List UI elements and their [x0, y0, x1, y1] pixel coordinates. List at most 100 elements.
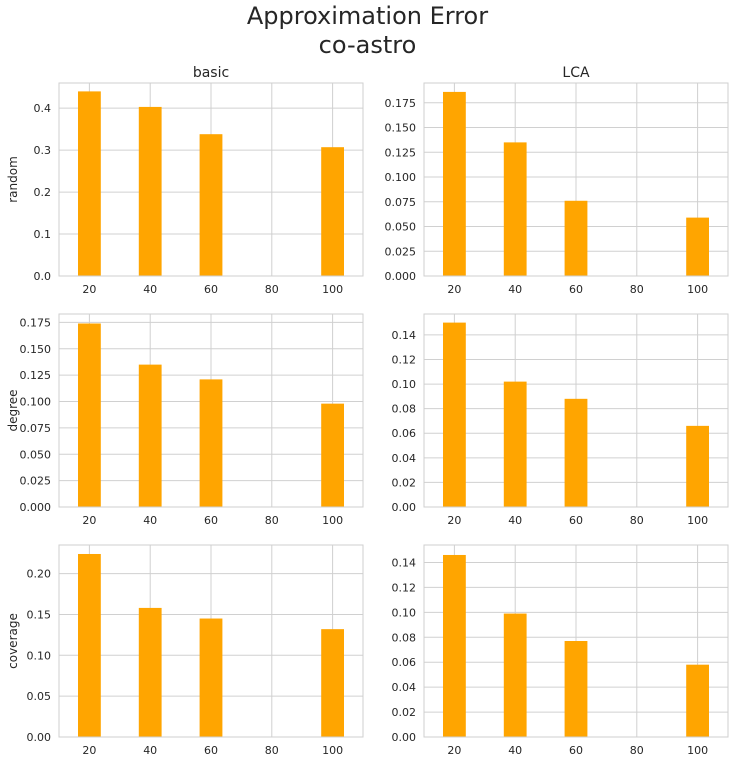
bar-random-basic-20	[78, 91, 101, 277]
x-tick-label: 20	[447, 514, 461, 527]
x-tick-label: 40	[508, 744, 522, 757]
x-tick-label: 80	[265, 283, 279, 296]
y-tick-label: 0.10	[27, 649, 52, 662]
y-tick-label: 0.000	[385, 270, 417, 283]
bar-random-basic-100	[321, 147, 344, 276]
y-tick-label: 0.06	[392, 656, 417, 669]
panel-coverage-lca: 0.00 0.02 0.04 0.06 0.08 0.10 0.12 0.14 20 40 60 80…	[392, 544, 729, 757]
y-tick-label: 0.075	[20, 422, 52, 435]
panel-title: LCA	[562, 65, 590, 81]
axes-frame	[423, 544, 729, 738]
x-tick-label: 60	[569, 514, 583, 527]
y-tick-label: 0.175	[385, 97, 417, 110]
x-tick-label: 20	[82, 283, 96, 296]
y-tick-label: 0.3	[34, 144, 52, 157]
bar-degree-basic-40	[138, 364, 162, 507]
x-tick-label: 20	[82, 744, 96, 757]
bar-degree-lca-40	[503, 381, 527, 507]
x-tick-label: 80	[265, 514, 279, 527]
bar-degree-lca-60	[564, 398, 588, 507]
y-tick-label: 0.000	[20, 501, 52, 514]
y-tick-label: 0.100	[385, 171, 417, 184]
bar-degree-basic-60	[199, 379, 223, 507]
x-tick-label: 40	[508, 514, 522, 527]
panel-degree-lca: 0.00 0.02 0.04 0.06 0.08 0.10 0.12 0.14 20 40 60 80…	[392, 313, 729, 527]
y-axis-label: random	[6, 156, 20, 203]
x-tick-label: 100	[687, 283, 708, 296]
x-tick-label: 100	[687, 744, 708, 757]
bar-coverage-lca-20	[443, 554, 466, 737]
y-axis-label: degree	[6, 389, 20, 431]
x-tick-label: 80	[630, 283, 644, 296]
panel-coverage-basic: 0.00 0.05 0.10 0.15 0.20 20 40 60 80 100 coverage	[6, 544, 364, 757]
bar-coverage-basic-60	[199, 618, 223, 737]
y-tick-label: 0.05	[27, 690, 52, 703]
figure-title-line1: Approximation Error	[246, 2, 489, 30]
bar-coverage-basic-20	[78, 553, 101, 737]
y-tick-label: 0.15	[27, 608, 52, 621]
bar-degree-lca-20	[443, 322, 466, 507]
y-tick-label: 0.14	[392, 329, 417, 342]
bar-coverage-lca-60	[564, 641, 588, 737]
panel-random-basic: 0.0 0.1 0.2 0.3 0.4 20 40 60 80 100 basic random	[6, 65, 364, 296]
y-tick-label: 0.12	[392, 581, 417, 594]
y-tick-label: 0.08	[392, 403, 417, 416]
x-tick-label: 40	[143, 283, 157, 296]
x-tick-label: 80	[630, 744, 644, 757]
x-tick-label: 60	[204, 744, 218, 757]
y-tick-label: 0.00	[27, 731, 52, 744]
x-tick-label: 60	[204, 514, 218, 527]
figure-title-line2: co-astro	[318, 31, 417, 59]
x-tick-label: 100	[322, 744, 343, 757]
panel-title: basic	[193, 65, 229, 81]
x-tick-label: 80	[630, 514, 644, 527]
y-tick-label: 0.10	[392, 378, 417, 391]
y-tick-label: 0.0	[34, 270, 52, 283]
y-tick-label: 0.04	[392, 681, 417, 694]
x-tick-label: 20	[82, 514, 96, 527]
x-tick-label: 80	[265, 744, 279, 757]
axes-frame	[58, 544, 364, 738]
bar-degree-lca-100	[686, 425, 709, 507]
x-tick-label: 40	[508, 283, 522, 296]
bar-random-lca-60	[564, 200, 588, 276]
bar-degree-basic-20	[78, 323, 101, 507]
axes-frame	[58, 313, 364, 508]
bar-coverage-lca-40	[503, 613, 527, 737]
bar-random-basic-60	[199, 134, 223, 276]
y-tick-label: 0.150	[20, 343, 52, 356]
y-tick-label: 0.075	[385, 196, 417, 209]
y-tick-label: 0.050	[385, 221, 417, 234]
x-tick-label: 40	[143, 514, 157, 527]
y-tick-label: 0.10	[392, 606, 417, 619]
y-tick-label: 0.1	[34, 228, 52, 241]
x-tick-label: 60	[569, 283, 583, 296]
y-tick-label: 0.175	[20, 316, 52, 329]
y-tick-label: 0.12	[392, 353, 417, 366]
x-tick-label: 20	[447, 283, 461, 296]
y-tick-label: 0.14	[392, 556, 417, 569]
bar-random-lca-40	[503, 142, 527, 276]
y-tick-label: 0.100	[20, 396, 52, 409]
y-tick-label: 0.125	[385, 146, 417, 159]
bar-coverage-basic-40	[138, 607, 162, 737]
y-axis-label: coverage	[6, 613, 20, 669]
x-tick-label: 100	[322, 283, 343, 296]
x-tick-label: 20	[447, 744, 461, 757]
y-tick-label: 0.02	[392, 476, 417, 489]
x-tick-label: 60	[569, 744, 583, 757]
y-tick-label: 0.06	[392, 427, 417, 440]
bar-random-lca-20	[443, 91, 466, 277]
axes-frame	[423, 313, 729, 508]
panel-random-lca: 0.000 0.025 0.050 0.075 0.100 0.125 0.150 0.175…	[385, 65, 729, 296]
bar-random-lca-100	[686, 217, 709, 276]
axes-frame	[423, 82, 729, 277]
bar-coverage-lca-100	[686, 664, 709, 737]
x-tick-label: 40	[143, 744, 157, 757]
y-tick-label: 0.02	[392, 706, 417, 719]
y-tick-label: 0.00	[392, 731, 417, 744]
y-tick-label: 0.4	[34, 102, 52, 115]
x-tick-label: 60	[204, 283, 218, 296]
figure-title: Approximation Error co-astro	[0, 2, 735, 60]
